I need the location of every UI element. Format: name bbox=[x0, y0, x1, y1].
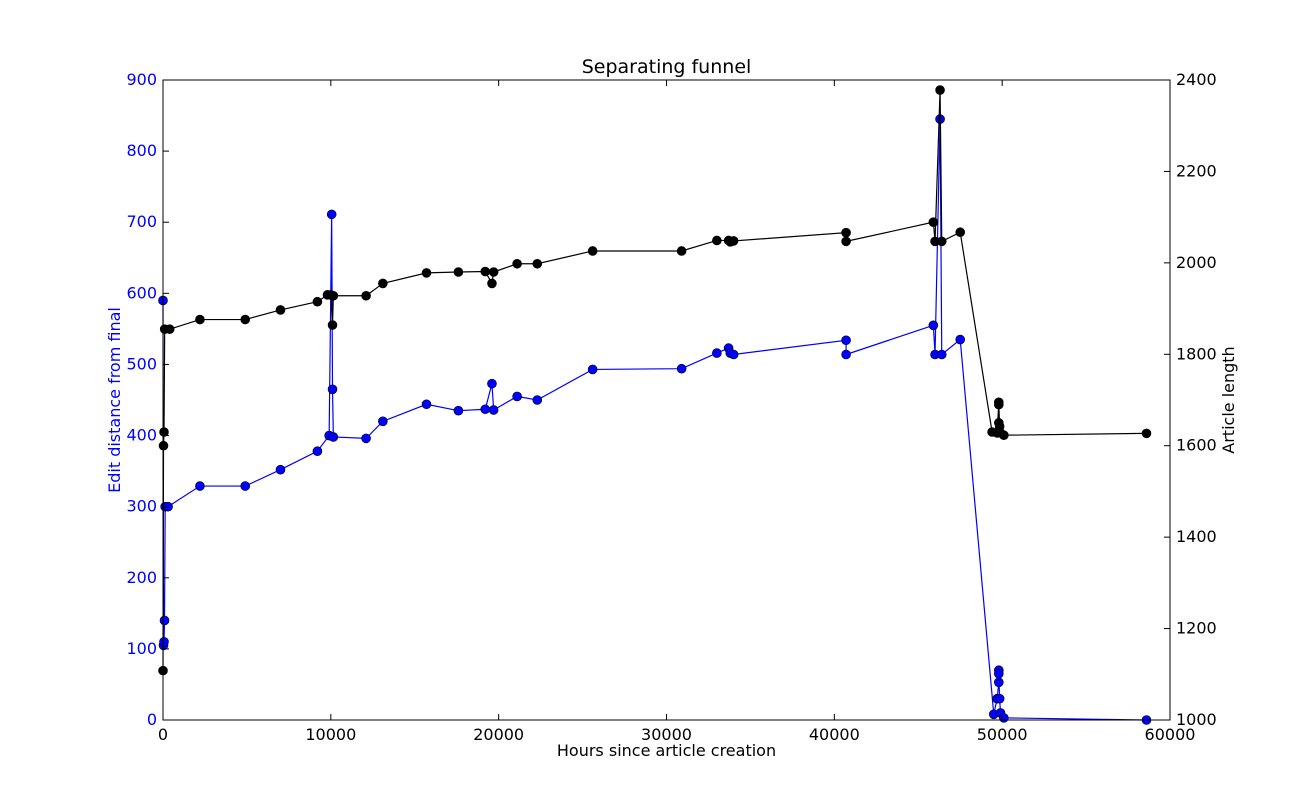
x-axis-label: Hours since article creation bbox=[557, 741, 776, 760]
data-point-left bbox=[676, 363, 687, 374]
data-point-right bbox=[587, 246, 598, 256]
data-point-left bbox=[488, 405, 499, 415]
y-left-tick-label: 300 bbox=[126, 497, 157, 516]
data-point-right bbox=[841, 236, 851, 247]
data-point-left bbox=[326, 209, 337, 220]
data-point-left bbox=[841, 349, 851, 360]
y-left-tick-label: 200 bbox=[126, 568, 157, 587]
data-point-left bbox=[728, 349, 739, 360]
y-right-tick-label: 1000 bbox=[1176, 710, 1217, 729]
data-point-left bbox=[453, 405, 464, 416]
x-axis: 0 10000 20000 30000 40000 50000 60000 bbox=[158, 80, 1196, 744]
x-tick-label: 40000 bbox=[809, 725, 860, 744]
data-point-left bbox=[327, 384, 338, 395]
data-point-right bbox=[512, 258, 522, 269]
data-point-right bbox=[994, 399, 1004, 410]
data-point-left bbox=[159, 636, 169, 647]
data-point-right bbox=[480, 266, 491, 277]
data-point-right bbox=[488, 267, 499, 277]
data-point-left bbox=[999, 713, 1009, 723]
x-tick-label: 60000 bbox=[1145, 725, 1196, 744]
data-point-right bbox=[728, 236, 739, 246]
y-right-tick-label: 1200 bbox=[1176, 619, 1217, 638]
data-point-right bbox=[841, 227, 851, 238]
y-axis-right-label: Article length bbox=[1219, 346, 1238, 453]
y-right-tick-label: 1600 bbox=[1176, 436, 1217, 455]
data-point-left bbox=[512, 391, 522, 402]
data-point-right bbox=[935, 85, 945, 95]
data-point-right bbox=[453, 267, 464, 277]
data-point-left bbox=[928, 320, 939, 331]
data-point-left bbox=[712, 348, 722, 358]
y-left-tick-label: 100 bbox=[126, 639, 157, 658]
data-point-right bbox=[487, 278, 497, 289]
data-point-left bbox=[480, 404, 491, 415]
data-point-right bbox=[712, 235, 722, 246]
data-point-left bbox=[487, 378, 497, 389]
data-point-left bbox=[328, 432, 339, 442]
chart-title: Separating funnel bbox=[582, 56, 752, 78]
data-point-left bbox=[421, 399, 432, 410]
y-left-tick-label: 0 bbox=[147, 710, 157, 729]
data-point-left bbox=[361, 433, 371, 444]
data-point-right bbox=[312, 296, 323, 307]
y-left-tick-label: 600 bbox=[126, 283, 157, 302]
data-point-right bbox=[532, 258, 543, 269]
y-right-tick-label: 1800 bbox=[1176, 344, 1217, 363]
data-point-left bbox=[994, 677, 1004, 688]
data-point-left bbox=[955, 334, 966, 345]
data-point-right bbox=[328, 290, 339, 301]
data-point-right bbox=[999, 430, 1009, 441]
data-point-left bbox=[159, 615, 170, 626]
data-point-right bbox=[955, 227, 966, 238]
data-point-right bbox=[1141, 428, 1152, 439]
x-tick-label: 50000 bbox=[977, 725, 1028, 744]
x-tick-label: 0 bbox=[158, 725, 168, 744]
data-point-right bbox=[195, 314, 205, 325]
data-point-right bbox=[240, 314, 251, 325]
y-left-tick-label: 400 bbox=[126, 426, 157, 445]
data-point-left bbox=[312, 446, 323, 457]
x-tick-label: 20000 bbox=[473, 725, 524, 744]
y-left-tick-label: 700 bbox=[126, 212, 157, 231]
data-point-right bbox=[159, 427, 169, 437]
y-left-tick-label: 800 bbox=[126, 141, 157, 160]
data-point-left bbox=[841, 335, 851, 346]
data-point-left bbox=[275, 464, 286, 475]
data-point-left bbox=[936, 349, 947, 360]
data-point-right bbox=[676, 246, 687, 256]
y-left-tick-label: 900 bbox=[126, 70, 157, 89]
plot-area bbox=[158, 85, 1152, 725]
data-point-left bbox=[994, 693, 1005, 704]
data-point-right bbox=[421, 268, 432, 278]
data-point-left bbox=[378, 416, 388, 427]
data-point-left bbox=[994, 668, 1004, 679]
y-right-tick-label: 2200 bbox=[1176, 161, 1217, 180]
data-point-left bbox=[195, 481, 205, 491]
y-axis-left: 0 100 200 300 400 500 600 700 800 900 bbox=[126, 70, 169, 729]
data-point-right bbox=[928, 217, 939, 227]
y-right-tick-label: 2400 bbox=[1176, 70, 1217, 89]
x-tick-label: 10000 bbox=[305, 725, 356, 744]
y-right-tick-label: 2000 bbox=[1176, 253, 1217, 272]
data-point-right bbox=[936, 236, 947, 247]
data-point-right bbox=[361, 290, 371, 301]
data-point-right bbox=[275, 305, 286, 315]
y-right-tick-label: 1400 bbox=[1176, 527, 1217, 546]
data-point-right bbox=[164, 324, 175, 334]
y-left-tick-label: 500 bbox=[126, 354, 157, 373]
data-point-left bbox=[587, 364, 598, 375]
data-point-right bbox=[378, 278, 388, 289]
y-axis-left-label: Edit distance from final bbox=[105, 307, 124, 493]
x-tick-label: 30000 bbox=[641, 725, 692, 744]
data-point-left bbox=[240, 481, 251, 491]
data-point-right bbox=[327, 320, 338, 330]
data-point-left bbox=[532, 395, 543, 405]
y-axis-right: 1000 1200 1400 1600 1800 2000 2200 2400 bbox=[1164, 70, 1217, 729]
